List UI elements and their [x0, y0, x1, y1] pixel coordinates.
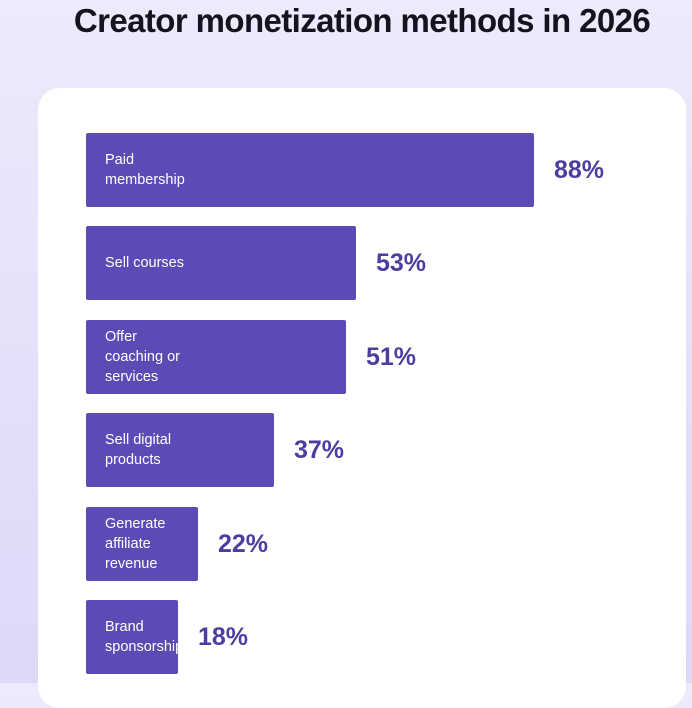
bar-category-label: Generate affiliate revenue	[105, 516, 166, 572]
bar-category-label: Brand sponsorships	[105, 619, 191, 655]
bar-value-label: 22%	[218, 529, 269, 558]
page-title: Creator monetization methods in 2026	[73, 2, 651, 39]
bar-row: Brand sponsorships 18%	[86, 600, 646, 674]
bar-value-label: 88%	[554, 155, 605, 184]
bar-value-label: 51%	[366, 342, 417, 371]
bar: Offer coaching or services	[86, 320, 346, 394]
bar: Paid membership	[86, 133, 534, 207]
bar-row: Sell courses 53%	[86, 226, 646, 300]
bar: Sell courses	[86, 226, 356, 300]
bar-category-label: Paid membership	[105, 152, 185, 188]
bar-category-label: Sell courses	[105, 255, 184, 271]
bar-value-label: 18%	[198, 622, 249, 651]
bar-row: Generate affiliate revenue 22%	[86, 507, 646, 581]
bar-category-label: Offer coaching or services	[105, 329, 180, 385]
bar: Brand sponsorships	[86, 600, 190, 674]
bar: Sell digital products	[86, 413, 274, 487]
bar-row: Sell digital products 37%	[86, 413, 646, 487]
bar-value-label: 37%	[294, 435, 345, 464]
bar-row: Offer coaching or services 51%	[86, 320, 646, 394]
bar-row: Paid membership 88%	[86, 133, 646, 207]
bar-value-label: 53%	[376, 248, 427, 277]
bar: Generate affiliate revenue	[86, 507, 198, 581]
bar-category-label: Sell digital products	[105, 432, 172, 468]
